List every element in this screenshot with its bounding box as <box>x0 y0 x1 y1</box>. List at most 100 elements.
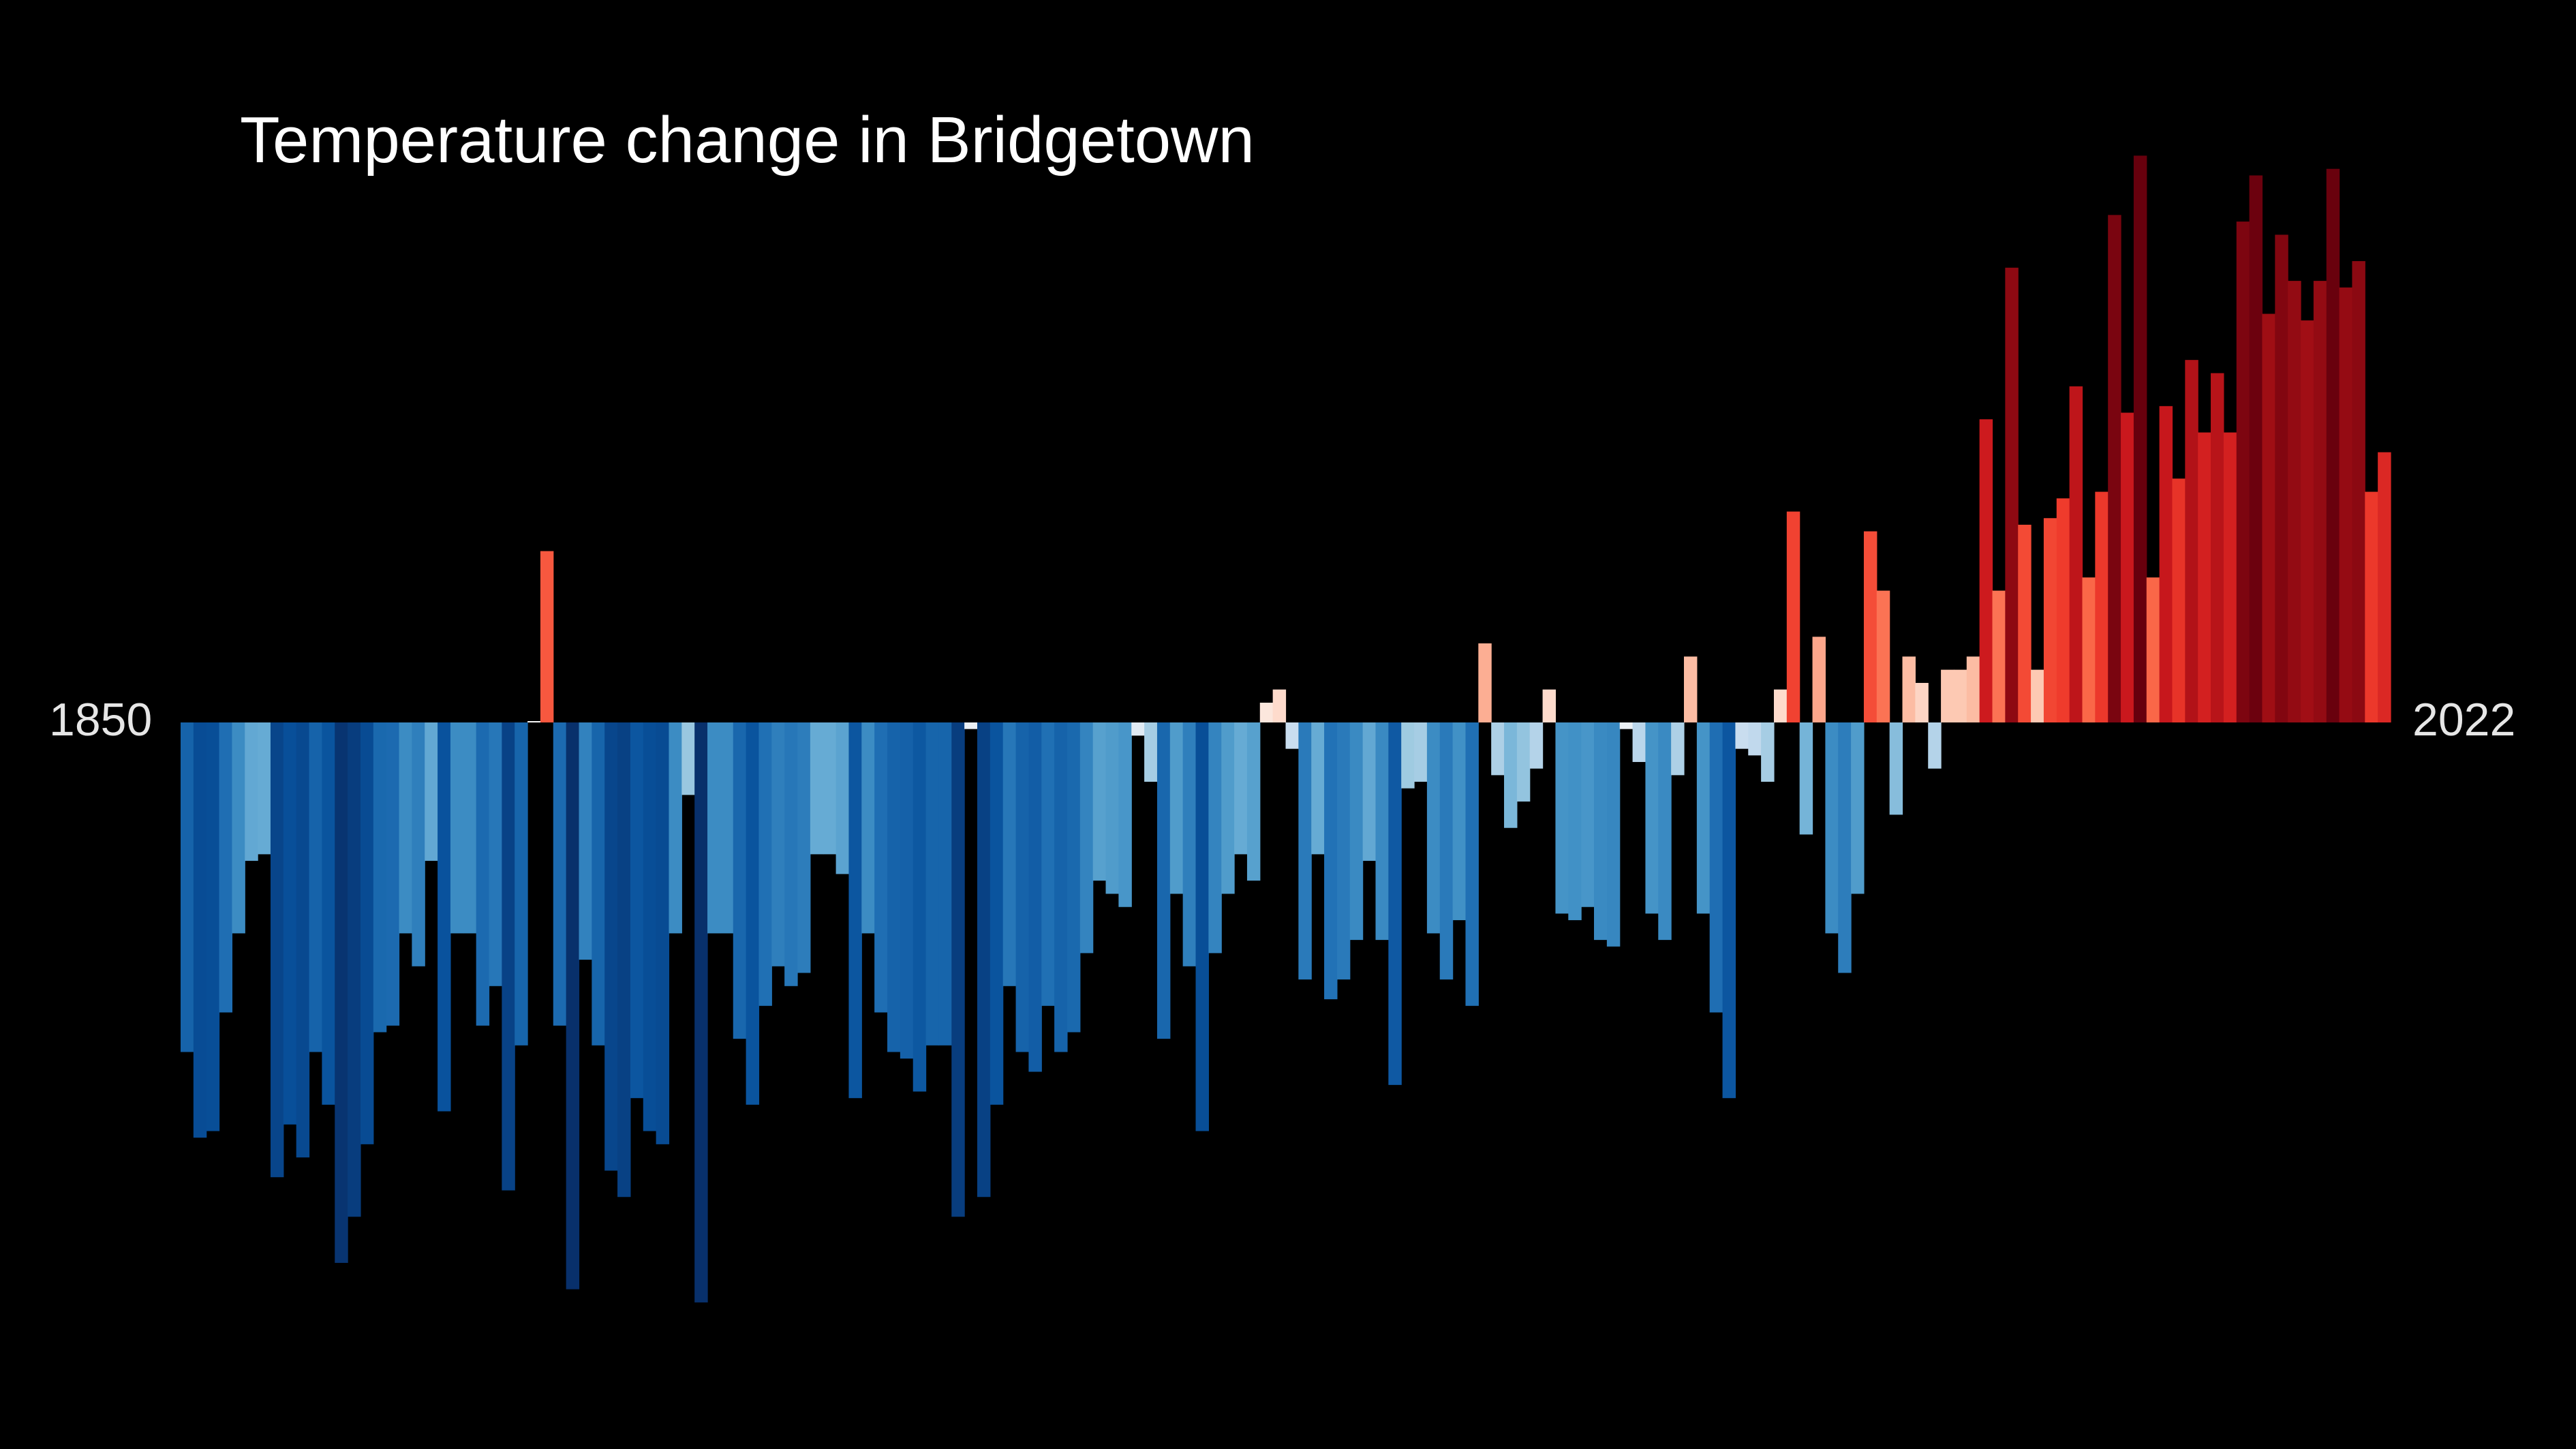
bar-2005 <box>2172 478 2186 722</box>
bar-1852 <box>206 722 220 1131</box>
bar-1963 <box>1632 722 1646 763</box>
bar-1926 <box>1156 722 1171 1039</box>
bar-2018 <box>2339 287 2353 722</box>
bar-1913 <box>990 722 1004 1105</box>
bar-1941 <box>1349 722 1364 941</box>
bar-1961 <box>1606 722 1621 947</box>
bar-1977 <box>1812 637 1826 722</box>
bar-1887 <box>656 722 670 1144</box>
bar-1935 <box>1272 689 1287 722</box>
bar-1953 <box>1504 722 1518 828</box>
bar-1962 <box>1619 722 1634 729</box>
bar-1895 <box>758 722 772 1006</box>
bar-1890 <box>694 722 708 1302</box>
bar-1923 <box>1118 722 1132 907</box>
bar-1870 <box>438 722 451 1112</box>
bar-1980 <box>1851 722 1865 894</box>
bar-1872 <box>463 722 477 934</box>
bar-1914 <box>1002 722 1017 986</box>
bar-1956 <box>1542 689 1557 722</box>
bar-1974 <box>1773 689 1788 722</box>
bar-1990 <box>1979 419 1993 722</box>
bar-1908 <box>925 722 940 1046</box>
bar-1985 <box>1915 682 1929 722</box>
bar-1906 <box>900 722 914 1059</box>
bar-1873 <box>476 722 490 1026</box>
bar-1986 <box>1928 722 1942 769</box>
bar-1864 <box>360 722 374 1144</box>
bar-1886 <box>643 722 657 1131</box>
bar-1925 <box>1144 722 1158 782</box>
bar-1920 <box>1079 722 1094 954</box>
bar-2013 <box>2275 234 2288 722</box>
bar-1882 <box>592 722 605 1046</box>
bar-1940 <box>1336 722 1351 980</box>
bar-1851 <box>193 722 207 1138</box>
bar-1924 <box>1131 722 1145 736</box>
bar-1860 <box>309 722 322 1052</box>
bar-1856 <box>258 722 271 855</box>
bar-1853 <box>219 722 233 1013</box>
bar-1862 <box>335 722 348 1263</box>
bar-2012 <box>2262 314 2275 723</box>
bar-2014 <box>2288 281 2301 722</box>
bar-1929 <box>1195 722 1209 1131</box>
bar-1898 <box>797 722 811 973</box>
bar-2003 <box>2146 577 2160 722</box>
bar-1947 <box>1426 722 1441 934</box>
bar-1884 <box>617 722 631 1198</box>
bar-1871 <box>450 722 464 934</box>
bar-1983 <box>1889 722 1903 815</box>
bar-2009 <box>2223 432 2237 722</box>
bar-1869 <box>425 722 438 861</box>
end-year-label: 2022 <box>2412 694 2516 746</box>
bar-2007 <box>2198 432 2211 722</box>
bar-1981 <box>1863 531 1877 722</box>
bar-2017 <box>2326 168 2340 723</box>
bar-1893 <box>733 722 747 1039</box>
bar-1931 <box>1221 722 1235 894</box>
bar-1854 <box>232 722 245 934</box>
bar-2021 <box>2378 452 2391 722</box>
bar-1907 <box>913 722 927 1092</box>
bar-1928 <box>1182 722 1197 966</box>
bar-2006 <box>2185 360 2198 722</box>
bar-1865 <box>373 722 387 1033</box>
bar-1866 <box>386 722 400 1026</box>
bar-1874 <box>489 722 502 986</box>
bar-1998 <box>2082 577 2096 722</box>
bar-1988 <box>1953 669 1967 722</box>
bar-2016 <box>2313 281 2327 722</box>
bar-1897 <box>784 722 798 986</box>
start-year-label: 1850 <box>49 694 153 746</box>
bar-1989 <box>1966 656 1980 722</box>
bar-1959 <box>1581 722 1595 907</box>
bar-1855 <box>245 722 258 861</box>
bar-1966 <box>1671 722 1685 776</box>
bar-1949 <box>1452 722 1467 921</box>
bar-1942 <box>1362 722 1377 861</box>
bar-1889 <box>681 722 695 795</box>
bar-1993 <box>2018 524 2031 722</box>
bar-1978 <box>1825 722 1839 934</box>
bar-1867 <box>399 722 412 934</box>
bar-1991 <box>1992 590 2006 722</box>
bar-1900 <box>823 722 837 855</box>
bar-1970 <box>1722 722 1736 1099</box>
bar-1902 <box>848 722 862 1099</box>
chart-title: Temperature change in Bridgetown <box>240 104 1255 177</box>
bar-1955 <box>1529 722 1544 769</box>
bar-1996 <box>2056 498 2070 722</box>
bar-2001 <box>2121 412 2134 722</box>
bar-1919 <box>1067 722 1081 1033</box>
bar-1911 <box>964 722 978 729</box>
bar-1965 <box>1658 722 1672 941</box>
bar-1904 <box>874 722 888 1013</box>
bar-1982 <box>1876 590 1890 722</box>
bar-1934 <box>1259 702 1274 722</box>
bar-1938 <box>1311 722 1325 855</box>
bar-1912 <box>977 722 991 1198</box>
bar-1943 <box>1375 722 1389 941</box>
bar-1881 <box>579 722 592 960</box>
bar-1950 <box>1465 722 1479 1006</box>
